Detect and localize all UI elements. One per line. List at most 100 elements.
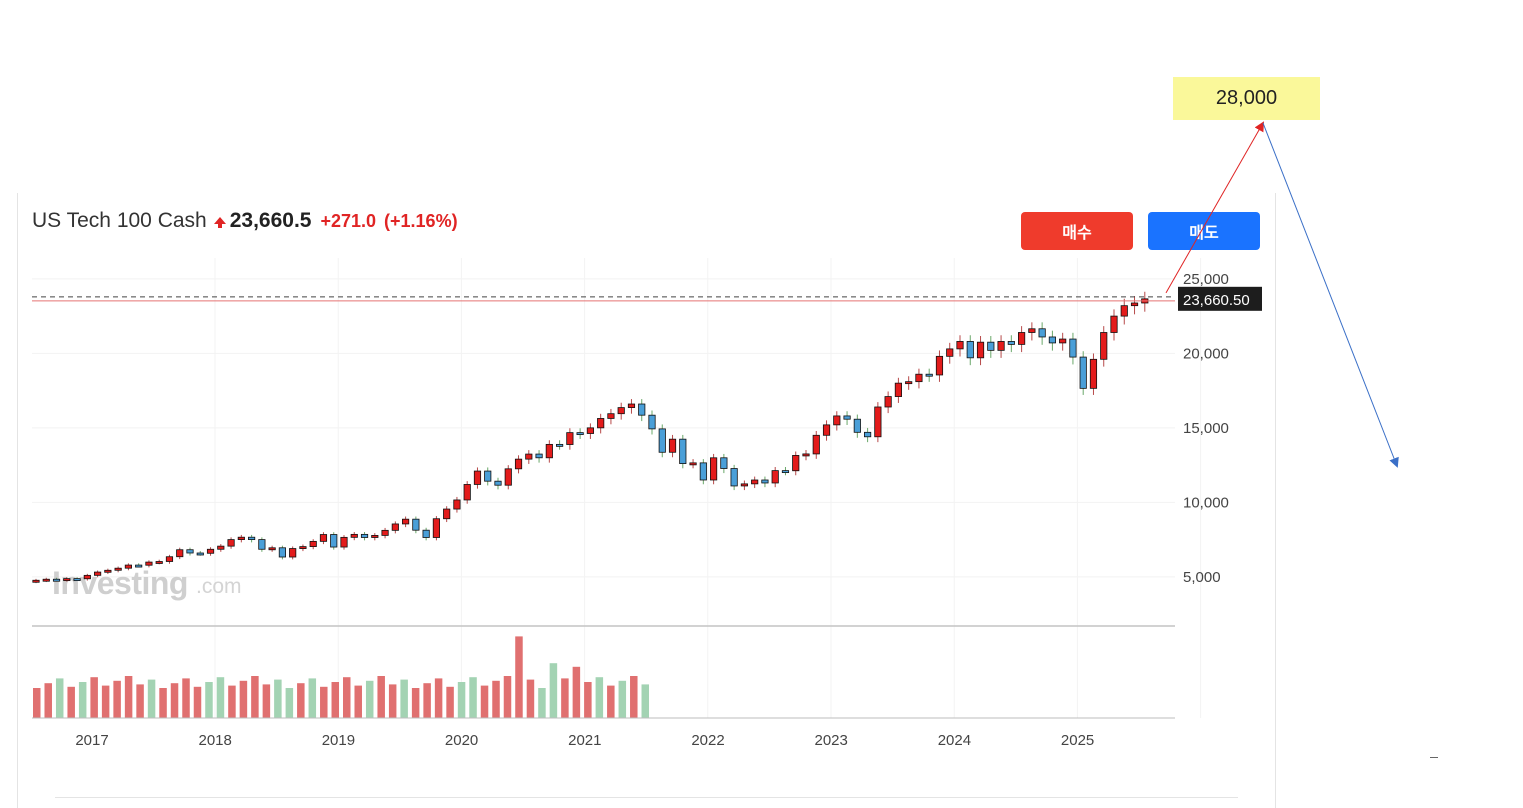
volume-bar [388, 684, 397, 718]
candle-body [843, 415, 851, 420]
candle-body [679, 438, 687, 465]
candle-body [586, 427, 594, 434]
candle-body [432, 518, 440, 538]
candle-body [1089, 358, 1098, 389]
volume-bar [538, 688, 546, 718]
candle-body [360, 533, 369, 538]
candle-body [391, 523, 399, 531]
target-price-box: 28,000 [1173, 77, 1320, 120]
candle-body [915, 373, 923, 383]
x-tick-label: 2021 [568, 732, 601, 749]
candle-body [514, 458, 523, 470]
candle-body [237, 536, 245, 540]
candle-body [556, 443, 564, 447]
stray-mark [1430, 757, 1438, 758]
candle-body [792, 455, 800, 472]
candle-body [627, 403, 636, 408]
candle-body [504, 468, 512, 486]
volume-bar [411, 688, 420, 718]
y-axis: 25,000 20,000 15,000 10,000 5,000 [1183, 271, 1229, 586]
volume-bar [343, 677, 351, 718]
last-price: 23,660.5 [229, 209, 312, 232]
candle-body [473, 470, 482, 485]
candles [32, 291, 1149, 584]
candle-body [1028, 328, 1036, 333]
volume-bar [33, 688, 41, 718]
volume-bar [515, 636, 523, 718]
investing-watermark: Investing .com [52, 565, 242, 601]
volume-bar [526, 679, 535, 718]
volume-bar [331, 682, 340, 718]
volume-bar [584, 682, 592, 718]
candle-body [689, 462, 697, 466]
candle-body [135, 564, 143, 568]
candle-body [63, 578, 71, 582]
candle-body [381, 529, 389, 536]
candle-body [884, 396, 892, 408]
candle-body [535, 453, 543, 459]
volume-bar [101, 685, 110, 718]
candle-body [730, 468, 738, 487]
volume-bar [205, 682, 213, 718]
volume-bar [262, 684, 271, 718]
x-tick-label: 2022 [691, 732, 724, 749]
x-axis: 2017 2018 2019 2020 2021 2022 2023 2024 2025 [75, 732, 1094, 749]
downtrend-arrow [1262, 122, 1399, 468]
candle-body [925, 373, 933, 377]
x-tick-label: 2023 [815, 732, 848, 749]
candle-body [227, 539, 235, 547]
candle-body [412, 518, 420, 531]
volume-bar [434, 678, 443, 718]
candle-body [607, 413, 615, 419]
candle-body [617, 407, 625, 415]
volume-bar [274, 679, 282, 718]
candle-body [42, 578, 50, 582]
volume-bar [124, 676, 133, 718]
candle-body [484, 470, 492, 482]
y-tick-label: 15,000 [1183, 420, 1229, 437]
x-tick-label: 2019 [322, 732, 355, 749]
volume-bar [423, 683, 431, 718]
x-tick-label: 2024 [938, 732, 971, 749]
volume-bar [67, 686, 75, 718]
candle-body [1100, 332, 1108, 360]
volume-bar [549, 663, 558, 718]
candle-body [1120, 305, 1128, 317]
candle-body [1048, 336, 1056, 344]
candle-body [1110, 315, 1118, 333]
candle-body [597, 418, 605, 429]
volume-bar [492, 680, 500, 718]
candle-body [289, 548, 297, 558]
y-tick-label: 5,000 [1183, 569, 1221, 586]
volume-bar [503, 676, 512, 718]
volume-bar [365, 680, 374, 718]
buy-button[interactable]: 매수 [1021, 212, 1133, 250]
candle-body [987, 341, 995, 351]
volume-bar [216, 677, 225, 718]
volume-bar [595, 677, 604, 718]
volume-bar [90, 677, 98, 718]
chart-frame-bottom [55, 797, 1238, 798]
volume-bar [297, 683, 305, 718]
candle-body [935, 355, 944, 376]
candle-body [196, 552, 204, 556]
volume-bar [147, 679, 156, 718]
watermark-suffix: .com [196, 575, 242, 598]
candle-body [905, 381, 913, 385]
volume-bar [182, 678, 190, 718]
volume-bar [446, 686, 454, 718]
candle-body [73, 578, 81, 582]
volume-bars [33, 636, 650, 718]
volume-bar [377, 676, 385, 718]
volume-bar [561, 678, 569, 718]
sell-button[interactable]: 매도 [1148, 212, 1260, 250]
x-tick-label: 2018 [199, 732, 232, 749]
volume-bar [618, 680, 627, 718]
candle-body [52, 578, 61, 582]
candle-body [206, 548, 215, 554]
volume-bar [480, 685, 489, 718]
candle-body [217, 545, 225, 550]
candle-body [822, 424, 831, 436]
candle-body [699, 462, 707, 481]
